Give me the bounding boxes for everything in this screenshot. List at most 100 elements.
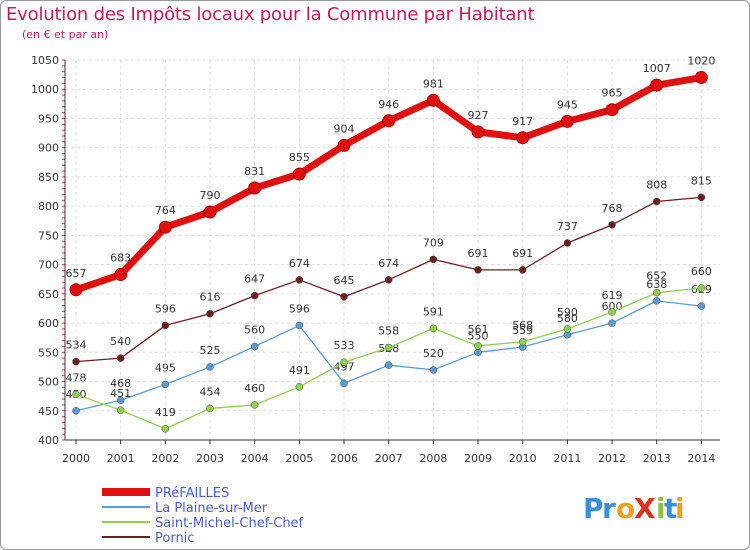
x-tick-label: 2006 xyxy=(330,452,358,465)
data-label: 645 xyxy=(334,274,355,287)
x-tick-label: 2007 xyxy=(375,452,403,465)
data-label: 491 xyxy=(289,364,310,377)
y-tick-label: 800 xyxy=(38,200,59,213)
data-label: 657 xyxy=(66,267,87,280)
x-tick-label: 2009 xyxy=(464,452,492,465)
data-point xyxy=(295,383,304,391)
y-tick-label: 700 xyxy=(38,259,59,272)
data-point xyxy=(429,366,438,374)
data-label: 591 xyxy=(423,305,444,318)
x-tick-label: 2003 xyxy=(196,452,224,465)
data-label: 981 xyxy=(423,77,444,90)
y-tick-label: 650 xyxy=(38,288,59,301)
data-point xyxy=(518,338,527,346)
data-label: 1020 xyxy=(687,55,715,68)
data-label: 619 xyxy=(602,289,623,302)
brand-letter: i xyxy=(656,492,666,525)
data-point xyxy=(292,167,306,181)
data-label: 534 xyxy=(66,339,87,352)
data-label: 540 xyxy=(110,335,131,348)
data-point xyxy=(69,283,83,297)
data-point xyxy=(248,181,262,195)
data-label: 419 xyxy=(155,406,176,419)
brand-letter: r xyxy=(602,492,616,525)
data-label: 674 xyxy=(378,257,399,270)
brand-letter: P xyxy=(583,492,604,525)
data-point xyxy=(206,404,214,413)
data-point xyxy=(518,266,527,274)
data-label: 674 xyxy=(289,257,310,270)
data-point xyxy=(608,308,616,316)
data-point xyxy=(250,291,259,300)
data-point xyxy=(563,239,572,247)
brand-logo: Pr oX iti xyxy=(583,492,685,525)
data-point xyxy=(340,293,348,301)
x-tick-label: 2011 xyxy=(553,452,581,465)
data-point xyxy=(295,276,304,284)
chart-subtitle: (en € et par an) xyxy=(22,28,109,41)
y-tick-label: 950 xyxy=(38,112,59,125)
data-point xyxy=(114,268,128,282)
y-tick-label: 450 xyxy=(38,405,59,418)
data-point xyxy=(608,319,616,327)
data-label: 917 xyxy=(512,115,533,128)
data-point xyxy=(516,131,530,145)
data-label: 691 xyxy=(468,247,489,260)
data-label: 568 xyxy=(512,319,533,332)
data-label: 525 xyxy=(200,344,221,357)
data-point xyxy=(337,138,351,152)
data-label: 596 xyxy=(155,302,176,315)
data-label: 596 xyxy=(289,302,310,315)
y-tick-label: 400 xyxy=(38,434,59,447)
data-label: 831 xyxy=(244,165,265,178)
brand-letter: i xyxy=(675,492,685,525)
data-point xyxy=(206,363,214,371)
data-point xyxy=(474,348,482,357)
data-point xyxy=(158,220,172,234)
data-label: 768 xyxy=(602,202,623,215)
data-label: 638 xyxy=(646,278,667,291)
data-label: 561 xyxy=(468,323,489,336)
data-point xyxy=(295,321,304,330)
data-label: 945 xyxy=(557,98,578,111)
data-label: 460 xyxy=(244,382,265,395)
data-point xyxy=(116,396,125,404)
series-pornic: 534 540 596 616 647 674 645 674 709 691 691 737 768 8… xyxy=(66,174,712,366)
data-point xyxy=(161,425,170,433)
x-tick-label: 2001 xyxy=(107,452,135,465)
x-tick-label: 2000 xyxy=(62,452,90,465)
x-tick-label: 2013 xyxy=(643,452,671,465)
y-tick-label: 600 xyxy=(38,317,59,330)
data-point xyxy=(340,379,348,388)
data-label: 616 xyxy=(200,291,221,304)
y-tick-label: 1050 xyxy=(31,54,59,67)
data-point xyxy=(697,193,706,202)
y-tick-label: 750 xyxy=(38,229,59,242)
data-point xyxy=(72,390,80,399)
data-point xyxy=(650,78,664,92)
data-label: 451 xyxy=(110,387,131,400)
data-point xyxy=(474,342,482,350)
data-label: 790 xyxy=(200,189,221,202)
data-label: 927 xyxy=(468,109,489,122)
data-label: 560 xyxy=(244,323,265,336)
data-label: 495 xyxy=(155,361,176,374)
data-point xyxy=(694,71,708,85)
data-label: 590 xyxy=(557,306,578,319)
y-tick-label: 1000 xyxy=(31,83,59,96)
data-label: 478 xyxy=(66,371,87,384)
legend-label: La Plaine-sur-Mer xyxy=(155,501,268,516)
legend-label: Saint-Michel-Chef-Chef xyxy=(155,516,304,531)
data-label: 965 xyxy=(602,87,623,100)
data-point xyxy=(426,93,440,107)
data-point xyxy=(605,103,619,117)
x-tick-label: 2005 xyxy=(285,452,313,465)
data-point xyxy=(384,361,393,369)
data-label: 660 xyxy=(691,265,712,278)
data-label: 764 xyxy=(155,204,176,217)
data-label: 647 xyxy=(244,273,265,286)
brand-letter: X xyxy=(634,492,656,525)
data-label: 652 xyxy=(646,270,667,283)
